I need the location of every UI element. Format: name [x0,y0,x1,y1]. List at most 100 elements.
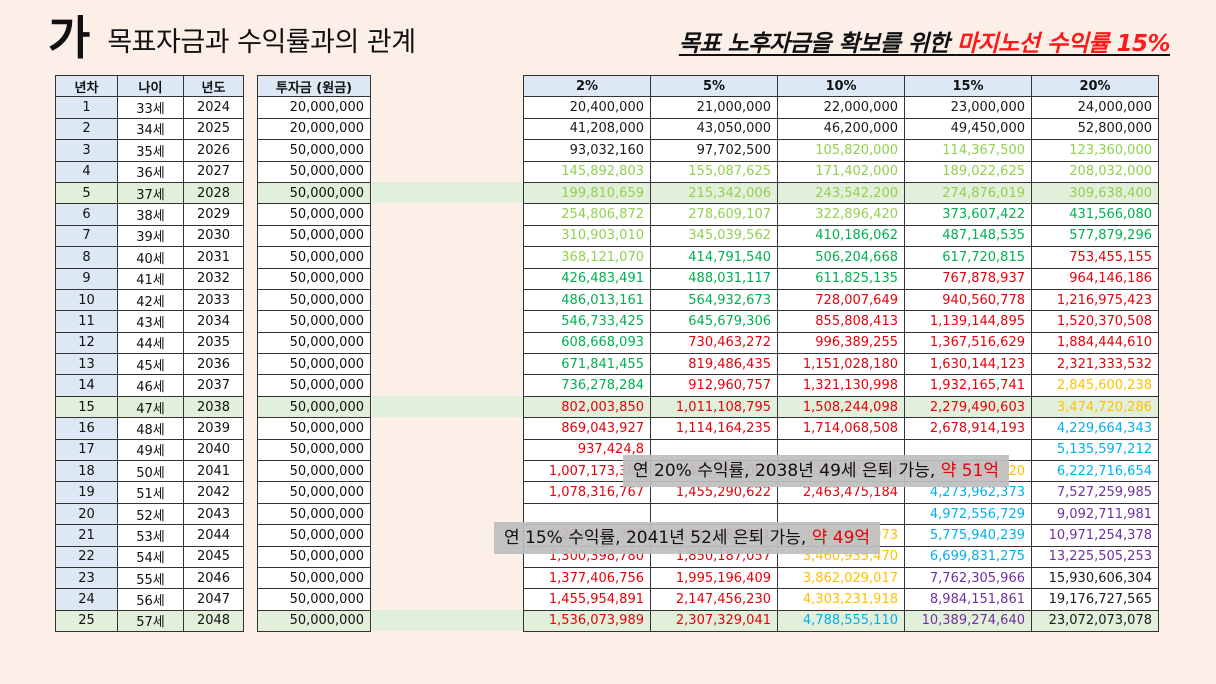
return-value-cell: 426,483,491 [523,267,651,290]
table-row: 50,000,000 [257,395,371,419]
age-cell: 50세 [117,460,184,483]
table-row: 50,000,000 [257,331,371,355]
age-cell: 40세 [117,246,184,269]
year-no-cell: 23 [55,566,118,590]
return-value-cell: 10,971,254,378 [1031,524,1159,547]
age-cell: 56세 [117,588,184,611]
return-value-cell: 4,788,555,110 [777,609,905,633]
return-value-cell: 2,279,490,603 [904,395,1032,419]
investment-cell: 50,000,000 [257,267,371,290]
table-row: 802,003,850 1,011,108,795 1,508,244,098 2,2… [523,395,1159,419]
table-row: 50,000,000 [257,460,371,483]
table-row: 2 34세 2025 [55,117,244,141]
header-rate: 20% [1031,74,1159,98]
year-no-cell: 1 [55,96,118,119]
return-value-cell: 1,508,244,098 [777,395,905,419]
return-value-cell: 6,222,716,654 [1031,460,1159,483]
investment-cell: 50,000,000 [257,524,371,547]
investment-cell: 50,000,000 [257,395,371,419]
year-no-cell: 10 [55,288,118,312]
year-no-cell: 21 [55,524,118,547]
return-value-cell: 1,011,108,795 [650,395,778,419]
year-no-cell: 18 [55,460,118,483]
return-value-cell: 488,031,117 [650,267,778,290]
return-value-cell: 23,000,000 [904,96,1032,119]
year-cell: 2048 [183,609,244,633]
age-cell: 51세 [117,481,184,504]
return-value-cell: 940,560,778 [904,288,1032,312]
table-row: 50,000,000 [257,609,371,633]
year-cell: 2038 [183,395,244,419]
table-row: 24 56세 2047 [55,588,244,611]
year-no-cell: 14 [55,374,118,397]
table-row: 1 33세 2024 [55,96,244,119]
year-cell: 2035 [183,331,244,355]
highlight-band [372,396,524,417]
age-cell: 33세 [117,96,184,119]
year-cell: 2026 [183,139,244,162]
year-no-cell: 22 [55,545,118,568]
return-value-cell: 123,360,000 [1031,139,1159,162]
return-value-cell: 1,321,130,998 [777,374,905,397]
return-value-cell: 6,699,831,275 [904,545,1032,568]
table-row: 50,000,000 [257,246,371,269]
year-no-cell: 9 [55,267,118,290]
investment-cell: 50,000,000 [257,160,371,183]
return-value-cell: 1,139,144,895 [904,310,1032,333]
return-value-cell: 1,995,196,409 [650,566,778,590]
table-row: 50,000,000 [257,353,371,376]
age-cell: 48세 [117,417,184,440]
return-value-cell: 819,486,435 [650,353,778,376]
return-value-cell: 243,542,200 [777,181,905,205]
table-row: 869,043,927 1,114,164,235 1,714,068,508 2,6… [523,417,1159,440]
return-value-cell: 1,932,165,741 [904,374,1032,397]
year-cell: 2044 [183,524,244,547]
age-cell: 46세 [117,374,184,397]
table-row: 1,377,406,756 1,995,196,409 3,862,029,017 7… [523,566,1159,590]
table-row: 50,000,000 [257,224,371,248]
return-value-cell: 1,714,068,508 [777,417,905,440]
return-value-cell: 1,216,975,423 [1031,288,1159,312]
year-no-cell: 6 [55,203,118,226]
year-no-cell: 13 [55,353,118,376]
year-no-cell: 19 [55,481,118,504]
year-cell: 2041 [183,460,244,483]
year-no-cell: 5 [55,181,118,205]
table-row: 1,536,073,989 2,307,329,041 4,788,555,110 1… [523,609,1159,633]
year-no-cell: 8 [55,246,118,269]
investment-cell: 50,000,000 [257,246,371,269]
age-cell: 42세 [117,288,184,312]
table-row: 368,121,070 414,791,540 506,204,668 617,720… [523,246,1159,269]
return-value-cell: 189,022,625 [904,160,1032,183]
year-no-cell: 24 [55,588,118,611]
age-cell: 49세 [117,438,184,462]
return-value-cell: 410,186,062 [777,224,905,248]
return-value-cell: 373,607,422 [904,203,1032,226]
return-value-cell: 5,775,940,239 [904,524,1032,547]
table-row: 50,000,000 [257,588,371,611]
return-value-cell: 274,876,019 [904,181,1032,205]
return-value-cell: 215,342,006 [650,181,778,205]
investment-cell: 50,000,000 [257,139,371,162]
table-row: 50,000,000 [257,502,371,526]
table-row: 50,000,000 [257,288,371,312]
return-value-cell: 2,307,329,041 [650,609,778,633]
table-row: 50,000,000 [257,267,371,290]
investment-cell: 50,000,000 [257,566,371,590]
age-cell: 41세 [117,267,184,290]
returns-body: 20,400,000 21,000,000 22,000,000 23,000,000… [523,96,1159,633]
investment-cell: 50,000,000 [257,224,371,248]
return-value-cell: 171,402,000 [777,160,905,183]
table-row: 426,483,491 488,031,117 611,825,135 767,878… [523,267,1159,290]
return-value-cell: 4,972,556,729 [904,502,1032,526]
return-value-cell: 52,800,000 [1031,117,1159,141]
return-value-cell: 2,147,456,230 [650,588,778,611]
age-cell: 38세 [117,203,184,226]
table-row: 50,000,000 [257,524,371,547]
return-value-cell: 4,229,664,343 [1031,417,1159,440]
table-row: 4,972,556,729 9,092,711,981 [523,502,1159,526]
callout-20-percent: 연 20% 수익률, 2038년 49세 은퇴 가능, 약 51억 [623,455,1010,487]
return-value-cell: 506,204,668 [777,246,905,269]
page-title: 가 목표자금과 수익률과의 관계 [48,6,416,66]
return-value-cell: 487,148,535 [904,224,1032,248]
